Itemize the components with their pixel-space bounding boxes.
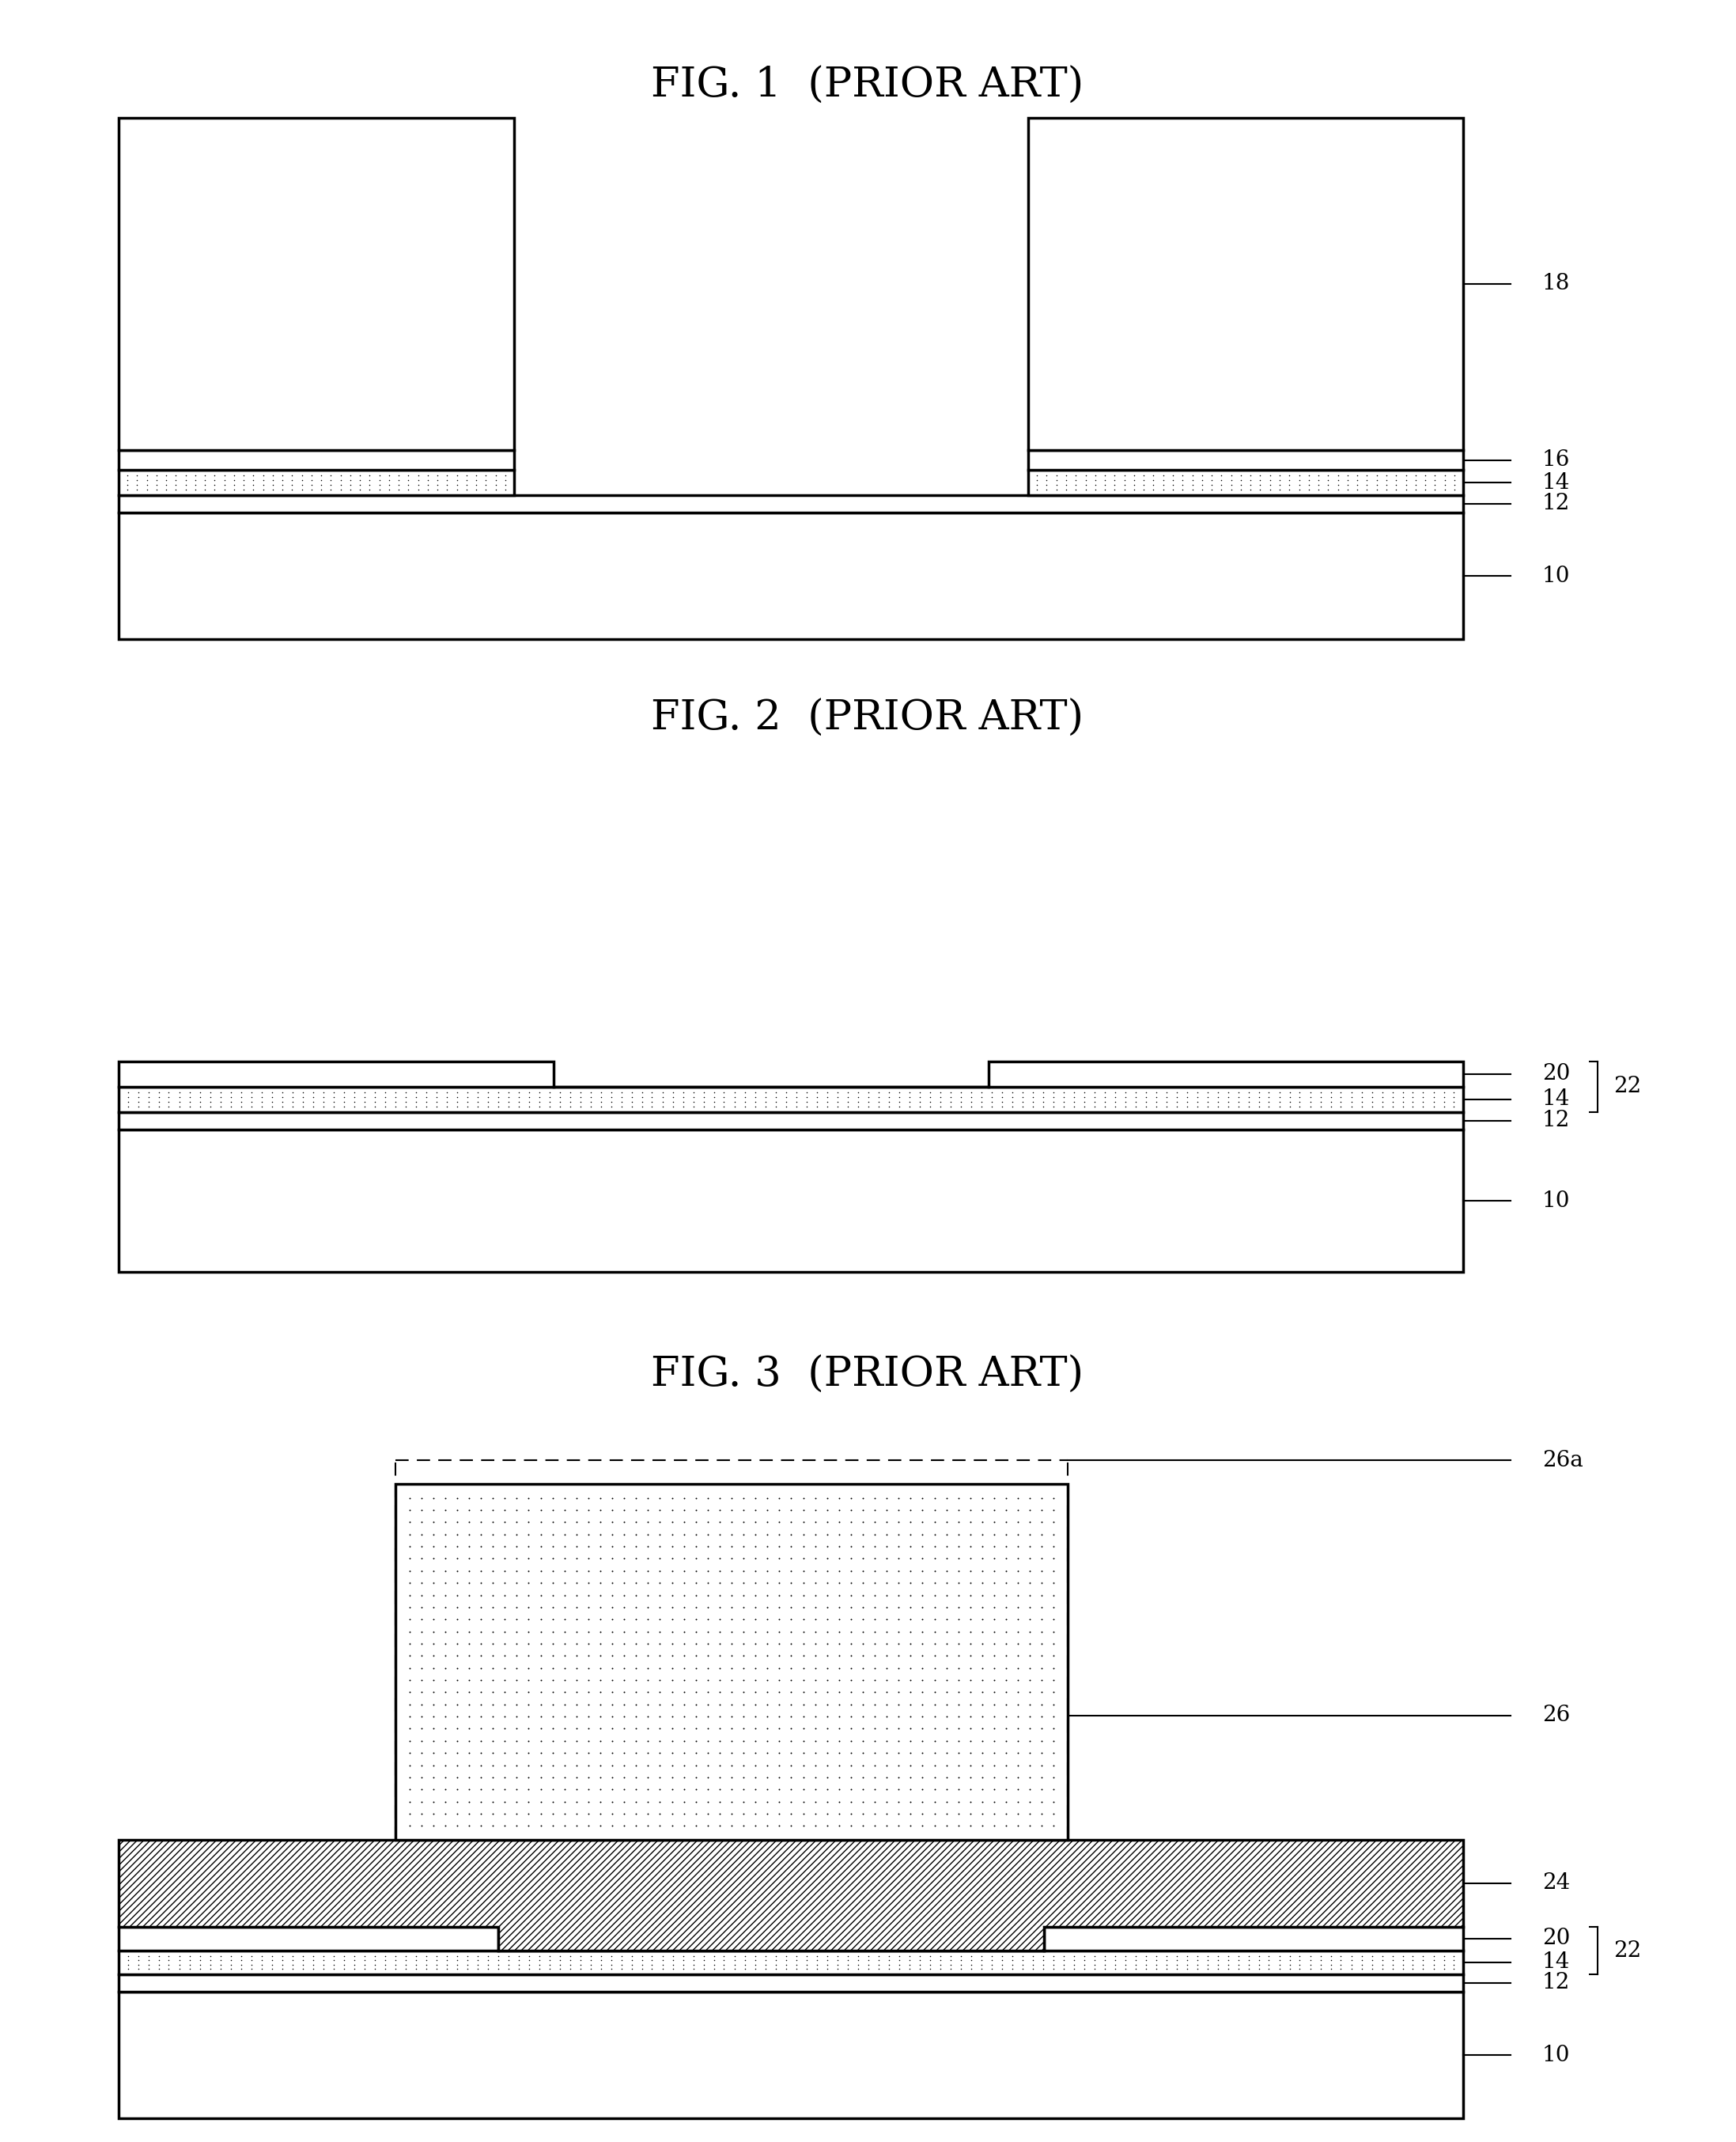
Text: 26a: 26a	[1542, 1450, 1583, 1472]
Bar	[118, 1086, 1463, 1112]
Text: 16: 16	[1542, 450, 1569, 471]
Bar	[118, 1129, 1463, 1272]
Bar	[1028, 469, 1463, 495]
Text: 18: 18	[1542, 274, 1569, 296]
Polygon shape	[118, 1840, 1463, 1951]
Text: FIG. 3  (PRIOR ART): FIG. 3 (PRIOR ART)	[651, 1354, 1083, 1394]
Bar	[118, 512, 1463, 638]
Bar	[118, 1112, 1463, 1129]
Text: 10: 10	[1542, 2043, 1571, 2065]
Text: 10: 10	[1542, 565, 1571, 587]
Text: 24: 24	[1542, 1872, 1569, 1894]
Text: 10: 10	[1542, 1191, 1571, 1212]
Text: FIG. 1  (PRIOR ART): FIG. 1 (PRIOR ART)	[651, 64, 1083, 105]
Bar	[118, 1062, 554, 1086]
Text: 20: 20	[1542, 1928, 1569, 1949]
Bar	[118, 1975, 1463, 1992]
Text: 12: 12	[1542, 1110, 1569, 1131]
Bar	[988, 1062, 1463, 1086]
Bar	[118, 118, 514, 450]
Bar	[118, 450, 514, 469]
Text: 20: 20	[1542, 1062, 1569, 1084]
Text: FIG. 2  (PRIOR ART): FIG. 2 (PRIOR ART)	[651, 698, 1083, 739]
Text: 26: 26	[1542, 1705, 1569, 1726]
Text: 12: 12	[1542, 493, 1569, 514]
Text: 12: 12	[1542, 1973, 1569, 1994]
Text: 22: 22	[1613, 1075, 1641, 1097]
Bar	[118, 1992, 1463, 2118]
Bar	[118, 1951, 1463, 1975]
Bar	[1028, 450, 1463, 469]
Bar	[396, 1484, 1068, 1840]
Text: 22: 22	[1613, 1941, 1641, 1962]
Bar	[118, 469, 514, 495]
Text: 14: 14	[1542, 471, 1569, 493]
Text: 14: 14	[1542, 1088, 1569, 1110]
Bar	[118, 1928, 498, 1951]
Text: 14: 14	[1542, 1951, 1569, 1973]
Bar	[1028, 118, 1463, 450]
Bar	[1043, 1928, 1463, 1951]
Bar	[118, 495, 1463, 512]
